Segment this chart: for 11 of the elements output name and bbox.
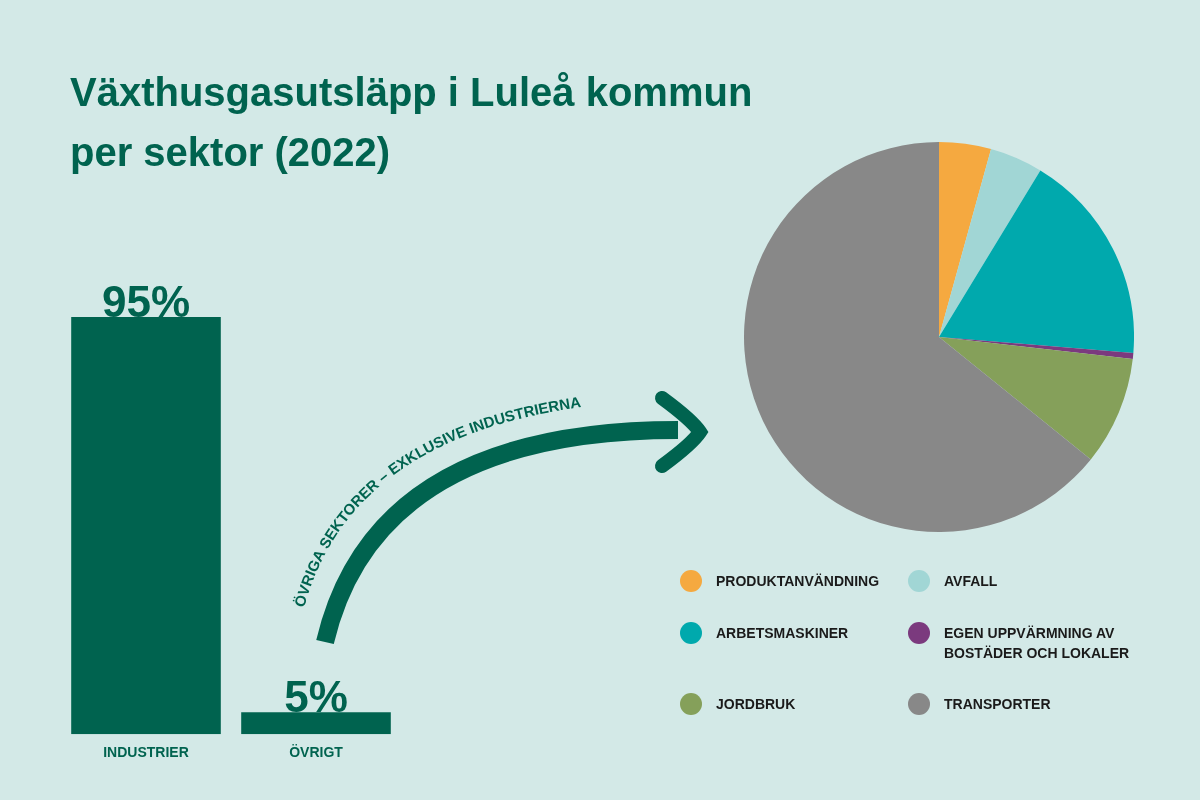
x-tick-label: ÖVRIGT <box>289 744 344 761</box>
x-tick-label: INDUSTRIER <box>103 744 189 761</box>
legend-label: PRODUKTANVÄNDNING <box>716 572 880 591</box>
legend-label: EGEN UPPVÄRMNING AV BOSTÄDER OCH LOKALER <box>944 624 1131 663</box>
legend-label: AVFALL <box>944 572 998 591</box>
legend-label: ARBETSMASKINER <box>716 624 849 643</box>
legend-label: JORDBRUK <box>716 695 796 714</box>
data-label: 5% <box>284 672 348 722</box>
chart-title: Växthusgasutsläpp i Luleå kommun per sektor (2022) <box>70 69 754 176</box>
legend-label: TRANSPORTER <box>944 695 1051 714</box>
data-label: 95% <box>101 277 191 327</box>
